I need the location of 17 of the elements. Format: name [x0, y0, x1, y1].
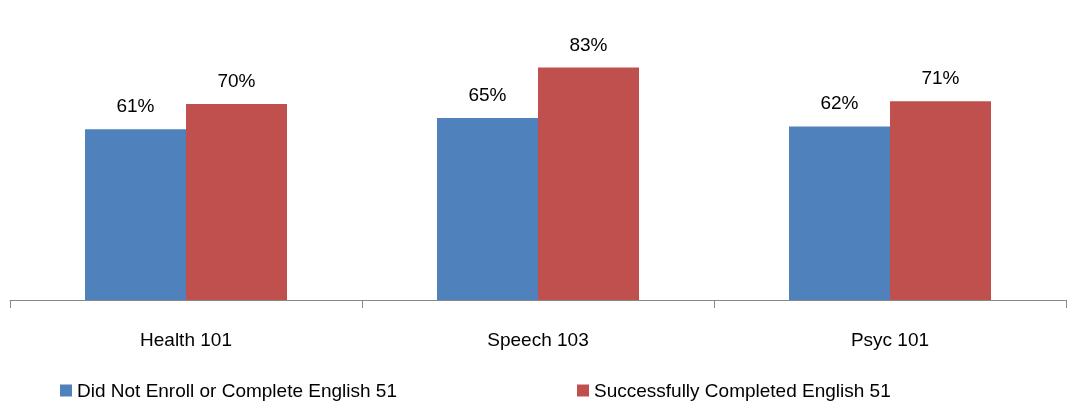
- data-label: 83%: [569, 33, 608, 55]
- x-tick-label: Speech 103: [487, 329, 589, 350]
- bar: [890, 101, 991, 300]
- legend-label: Did Not Enroll or Complete English 51: [77, 380, 397, 401]
- data-label: 65%: [468, 84, 507, 105]
- bar: [538, 67, 639, 300]
- bar: [85, 129, 186, 300]
- x-tick-label: Health 101: [140, 329, 232, 350]
- data-label: 70%: [217, 70, 256, 91]
- x-tick-label: Psyc 101: [850, 329, 930, 350]
- bar: [186, 104, 287, 300]
- data-label: 71%: [921, 67, 960, 89]
- data-label: 62%: [820, 92, 859, 114]
- bar: [437, 118, 538, 300]
- data-label: 61%: [116, 95, 155, 117]
- bar: [789, 126, 890, 300]
- legend-label: Successfully Completed English 51: [593, 380, 891, 401]
